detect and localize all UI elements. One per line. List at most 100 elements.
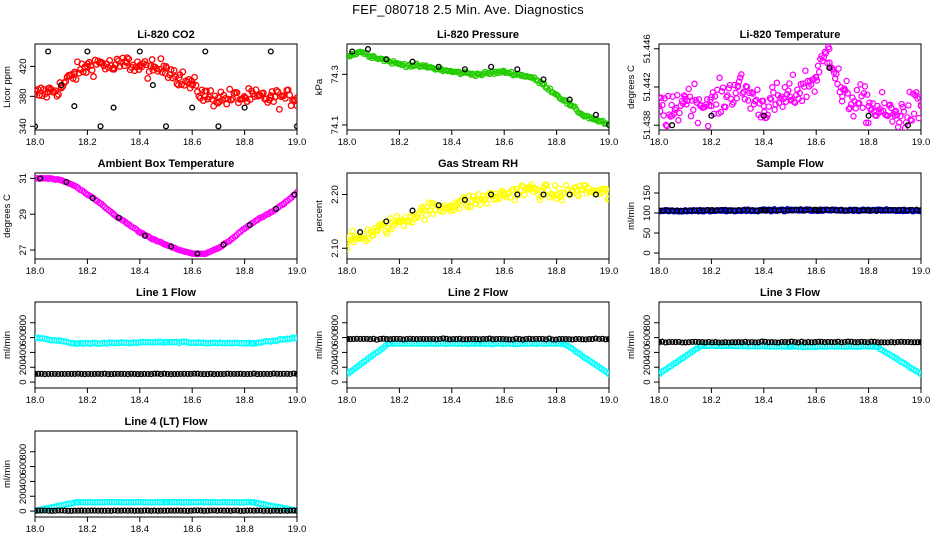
data-point (855, 99, 863, 107)
data-point (81, 507, 88, 514)
y-tick-label: 0 (642, 250, 653, 255)
data-point (546, 335, 553, 342)
data-point (483, 199, 491, 207)
data-point (886, 101, 894, 108)
data-point (433, 336, 440, 343)
data-point (149, 66, 157, 74)
data-point (75, 370, 82, 377)
data-point (486, 335, 493, 342)
data-point (71, 370, 78, 377)
series-black (659, 338, 921, 346)
data-point (523, 335, 530, 343)
data-point (111, 507, 118, 514)
data-point (369, 228, 377, 236)
data-point (48, 507, 55, 514)
data-point (247, 507, 254, 514)
data-point (831, 75, 839, 82)
data-point (62, 77, 70, 85)
data-point (202, 250, 209, 257)
data-point (858, 338, 865, 345)
data-point (134, 507, 141, 514)
data-point (834, 80, 841, 88)
chart-panel-8: Line 2 Flow 18.0 18.2 18.4 18.6 18.8 19.0 0 2004… (314, 287, 618, 406)
data-point (280, 200, 288, 207)
y-tick-label: 400 (642, 344, 653, 360)
chart-panel-7: Line 1 Flow 18.0 18.2 18.4 18.6 18.8 19.0 0 2004… (2, 287, 306, 406)
data-point (908, 117, 916, 124)
x-tick-label: 18.2 (78, 395, 97, 406)
x-tick-label: 18.0 (26, 266, 45, 277)
data-point (94, 507, 102, 514)
data-point (786, 93, 794, 100)
data-point (513, 335, 520, 342)
data-point (286, 91, 294, 99)
x-tick-label: 18.8 (235, 137, 254, 148)
data-point (167, 66, 175, 74)
data-point (835, 338, 842, 345)
data-point (252, 86, 260, 94)
data-point (267, 507, 274, 514)
data-point (274, 370, 281, 377)
data-point (110, 104, 117, 111)
data-point (54, 91, 62, 98)
data-point (509, 336, 516, 343)
data-point (228, 236, 235, 243)
data-point (191, 507, 198, 514)
data-point (841, 338, 848, 346)
data-point (111, 370, 118, 377)
data-point (149, 236, 157, 243)
data-point (57, 176, 65, 184)
x-tick-label: 18.8 (859, 266, 878, 277)
data-point (685, 339, 692, 346)
data-point (124, 371, 131, 378)
plot-area (659, 206, 921, 215)
data-point (244, 507, 251, 514)
x-tick-label: 18.4 (131, 137, 150, 148)
data-point (259, 89, 267, 97)
data-point (456, 335, 463, 342)
data-point (353, 335, 360, 342)
data-point (88, 507, 95, 514)
data-point (566, 96, 573, 103)
x-tick-label: 18.0 (650, 266, 669, 277)
data-point (194, 250, 201, 257)
data-point (226, 85, 234, 93)
data-point (461, 66, 468, 73)
data-point (596, 335, 603, 343)
data-point (134, 371, 141, 378)
x-tick-label: 18.0 (26, 524, 45, 535)
data-point (55, 370, 62, 378)
data-point (142, 61, 150, 69)
x-tick-label: 18.2 (702, 395, 721, 406)
data-point (478, 195, 485, 203)
data-point (375, 221, 383, 229)
data-point (736, 74, 744, 81)
data-point (57, 83, 65, 91)
data-point (75, 69, 83, 77)
data-point (247, 370, 254, 378)
x-tick-label: 18.0 (338, 395, 357, 406)
x-tick-label: 18.2 (702, 137, 721, 148)
data-point (771, 106, 778, 113)
data-point (148, 371, 155, 378)
data-point (743, 83, 751, 91)
data-point (566, 336, 573, 343)
data-point (685, 85, 692, 93)
data-point (766, 94, 774, 102)
data-point (220, 91, 228, 99)
data-point (97, 123, 104, 130)
y-tick-label: 51.446 (642, 34, 653, 63)
data-point (586, 336, 593, 343)
data-point (844, 90, 852, 97)
data-point (367, 336, 374, 343)
data-point (676, 109, 683, 117)
data-point (181, 370, 188, 377)
data-point (456, 205, 463, 212)
data-point (347, 336, 351, 343)
data-point (675, 338, 682, 345)
data-point (752, 339, 759, 346)
data-point (605, 191, 609, 198)
data-point (35, 123, 39, 130)
data-point (779, 103, 786, 110)
